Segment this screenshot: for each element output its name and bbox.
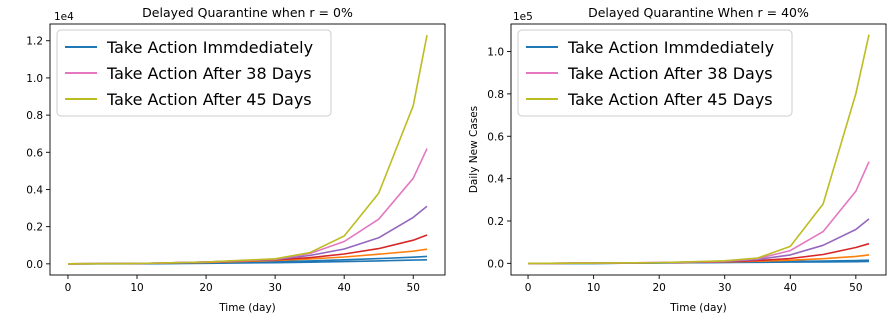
axes-frame <box>510 23 887 276</box>
y-tick-label: 0.0 <box>26 259 43 271</box>
y-tick-label: 0.4 <box>26 184 43 196</box>
y-scale-label: 1e4 <box>54 11 74 23</box>
series-lines <box>67 35 428 265</box>
x-tick-label: 10 <box>130 282 143 294</box>
y-axis-label: Daily New Cases <box>468 106 480 193</box>
y-tick-label: 0.6 <box>487 131 504 143</box>
x-tick-label: 50 <box>407 282 420 294</box>
y-scale-label: 1e5 <box>513 11 533 23</box>
legend-entry: Take Action After 38 Days <box>567 64 773 83</box>
x-tick-label: 40 <box>337 282 350 294</box>
series-line-7 <box>527 34 870 265</box>
x-tick-label: 0 <box>525 282 532 294</box>
x-axis-label: Time (day) <box>218 302 276 314</box>
x-tick-label: 10 <box>587 282 600 294</box>
series-line-7 <box>67 35 428 265</box>
x-tick-label: 20 <box>652 282 665 294</box>
x-tick-label: 50 <box>849 282 862 294</box>
x-tick-label: 40 <box>784 282 797 294</box>
x-tick-label: 0 <box>65 282 72 294</box>
x-tick-label: 20 <box>199 282 212 294</box>
series-line-5 <box>527 218 870 265</box>
legend-box <box>517 29 793 117</box>
y-tick-label: 1.2 <box>26 36 43 48</box>
legend-entry: Take Action Immdediately <box>106 38 313 57</box>
chart-panel-1: Delayed Quarantine when r = 0% 1e4 0 10 20 30… <box>26 5 446 314</box>
legend-entry: Take Action After 45 Days <box>106 90 312 109</box>
y-tick-label: 0.4 <box>487 174 504 186</box>
axes-frame <box>49 23 446 276</box>
series-line-6 <box>527 161 870 265</box>
x-tick-label: 30 <box>718 282 731 294</box>
x-tick-label: 30 <box>268 282 281 294</box>
y-tick-label: 1.0 <box>487 47 504 59</box>
chart-title: Delayed Quarantine when r = 0% <box>142 5 353 20</box>
legend-entry: Take Action After 38 Days <box>106 64 312 83</box>
y-tick-label: 0.8 <box>487 89 504 101</box>
legend-entry: Take Action After 45 Days <box>567 90 773 109</box>
y-tick-label: 0.2 <box>26 222 43 234</box>
y-tick-label: 1.0 <box>26 73 43 85</box>
chart-panel-2: Delayed Quarantine When r = 40% 1e5 0 10 20 3… <box>468 5 887 314</box>
y-tick-label: 0.0 <box>487 258 504 270</box>
series-line-6 <box>67 148 428 265</box>
y-tick-label: 0.6 <box>26 147 43 159</box>
legend: Take Action Immdediately Take Action Afte… <box>517 29 793 117</box>
legend: Take Action Immdediately Take Action Afte… <box>56 29 332 117</box>
chart-title: Delayed Quarantine When r = 40% <box>588 5 809 20</box>
legend-box <box>56 29 332 117</box>
series-lines <box>527 34 870 265</box>
x-axis-label: Time (day) <box>669 302 727 314</box>
y-tick-label: 0.8 <box>26 110 43 122</box>
y-tick-label: 0.2 <box>487 216 504 228</box>
legend-entry: Take Action Immdediately <box>567 38 774 57</box>
